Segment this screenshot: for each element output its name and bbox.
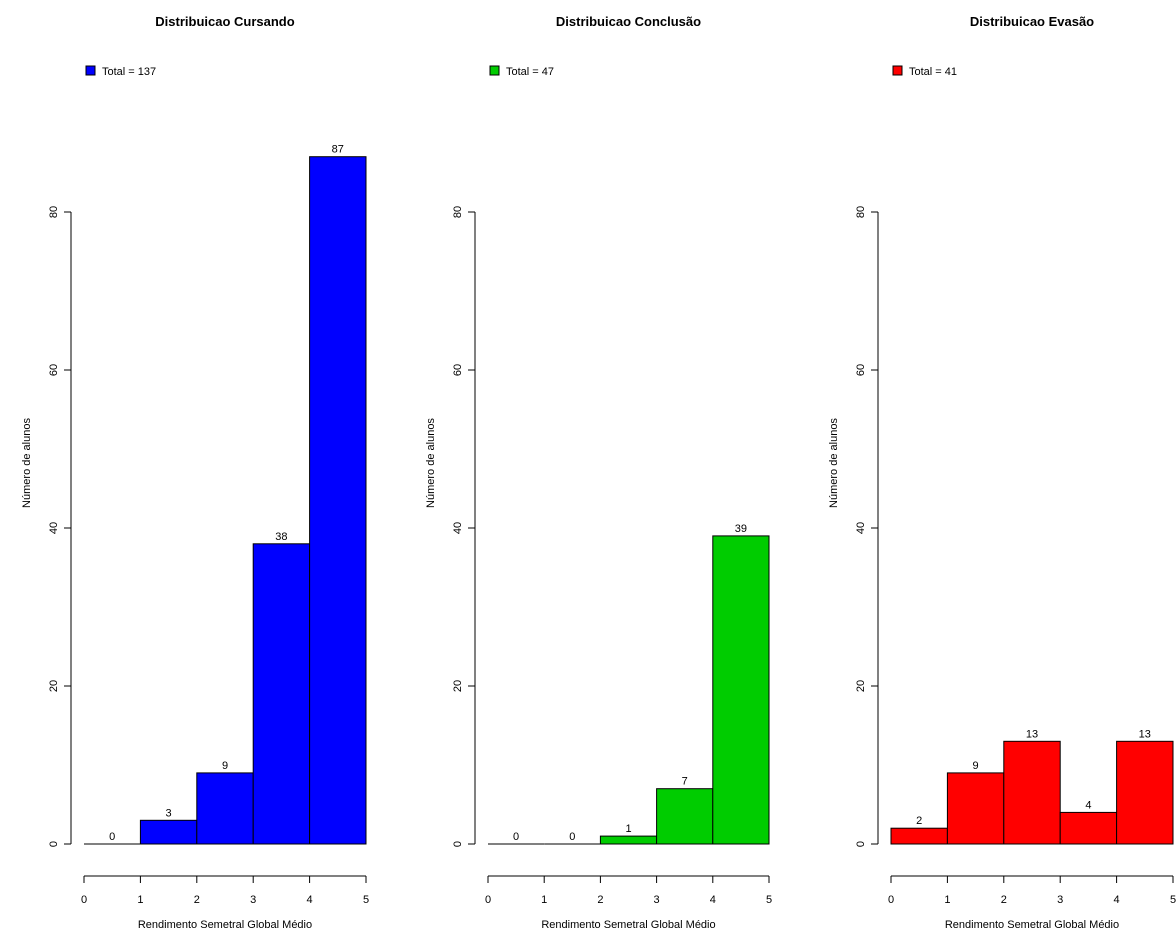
histogram-bar [309,156,367,845]
y-tick-label: 60 [452,364,464,376]
legend-label: Total = 137 [102,66,156,78]
x-tick-label: 1 [541,894,547,906]
y-tick-label: 0 [855,841,867,847]
bar-value-label: 4 [1085,799,1091,811]
bar-value-label: 1 [625,823,631,835]
legend-swatch [489,65,500,76]
histogram-bar [890,827,948,845]
y-axis-label: Número de alunos [21,418,33,508]
y-tick-label: 60 [48,364,60,376]
x-tick-label: 3 [654,894,660,906]
bar-value-label: 13 [1026,728,1038,740]
histogram-bar [196,772,254,845]
y-tick-label: 40 [48,522,60,534]
legend-swatch [85,65,96,76]
y-axis-label: Número de alunos [828,418,840,508]
x-tick-label: 1 [137,894,143,906]
x-tick-label: 0 [485,894,491,906]
chart-title: Distribuicao Conclusão [556,14,701,29]
y-tick-label: 20 [48,680,60,692]
bar-value-label: 9 [222,760,228,772]
y-tick-label: 60 [855,364,867,376]
bar-value-label: 9 [973,760,979,772]
chart-title: Distribuicao Evasão [970,14,1094,29]
y-tick-label: 20 [855,680,867,692]
bar-value-label: 0 [513,831,519,843]
bar-value-label: 87 [332,144,344,156]
x-tick-label: 0 [888,894,894,906]
histogram-bar [599,835,658,845]
y-tick-label: 0 [452,841,464,847]
histogram-bar [946,772,1005,845]
bar-value-label: 3 [166,807,172,819]
x-tick-label: 3 [250,894,256,906]
legend-label: Total = 47 [506,66,554,78]
x-tick-label: 2 [597,894,603,906]
bar-value-label: 0 [569,831,575,843]
bar-value-label: 13 [1139,728,1151,740]
bar-value-label: 7 [682,776,688,788]
x-tick-label: 4 [307,894,313,906]
y-tick-label: 80 [452,206,464,218]
bar-value-label: 2 [916,815,922,827]
x-tick-label: 4 [1114,894,1120,906]
chart-panel: Distribuicao Cursando Total = 137 0 3 9 38 87 0… [21,14,369,931]
histogram-bar [712,535,770,845]
chart-panel: Distribuicao Conclusão Total = 47 0 0 1 7 39 0 2… [425,14,772,931]
y-tick-label: 40 [855,522,867,534]
histogram-bar [1059,811,1118,845]
y-tick-label: 40 [452,522,464,534]
bar-value-label: 0 [109,831,115,843]
histogram-bar [1116,740,1174,845]
chart-title: Distribuicao Cursando [155,14,294,29]
x-tick-label: 5 [363,894,369,906]
y-tick-label: 0 [48,841,60,847]
y-tick-label: 80 [48,206,60,218]
y-tick-label: 80 [855,206,867,218]
bar-value-label: 39 [735,523,747,535]
x-tick-label: 0 [81,894,87,906]
histogram-bar [139,819,198,845]
x-tick-label: 4 [710,894,716,906]
y-tick-label: 20 [452,680,464,692]
x-axis-label: Rendimento Semetral Global Médio [138,919,312,931]
histogram-bar [1003,740,1061,845]
x-tick-label: 5 [766,894,772,906]
histogram-bar [656,788,714,845]
legend-swatch [892,65,903,76]
x-tick-label: 5 [1170,894,1176,906]
x-tick-label: 2 [194,894,200,906]
x-axis-label: Rendimento Semetral Global Médio [945,919,1119,931]
x-tick-label: 2 [1001,894,1007,906]
x-tick-label: 3 [1057,894,1063,906]
x-axis-label: Rendimento Semetral Global Médio [541,919,715,931]
histogram-bar [252,543,311,845]
bar-value-label: 38 [275,531,287,543]
legend-label: Total = 41 [909,66,957,78]
x-tick-label: 1 [944,894,950,906]
y-axis-label: Número de alunos [425,418,437,508]
